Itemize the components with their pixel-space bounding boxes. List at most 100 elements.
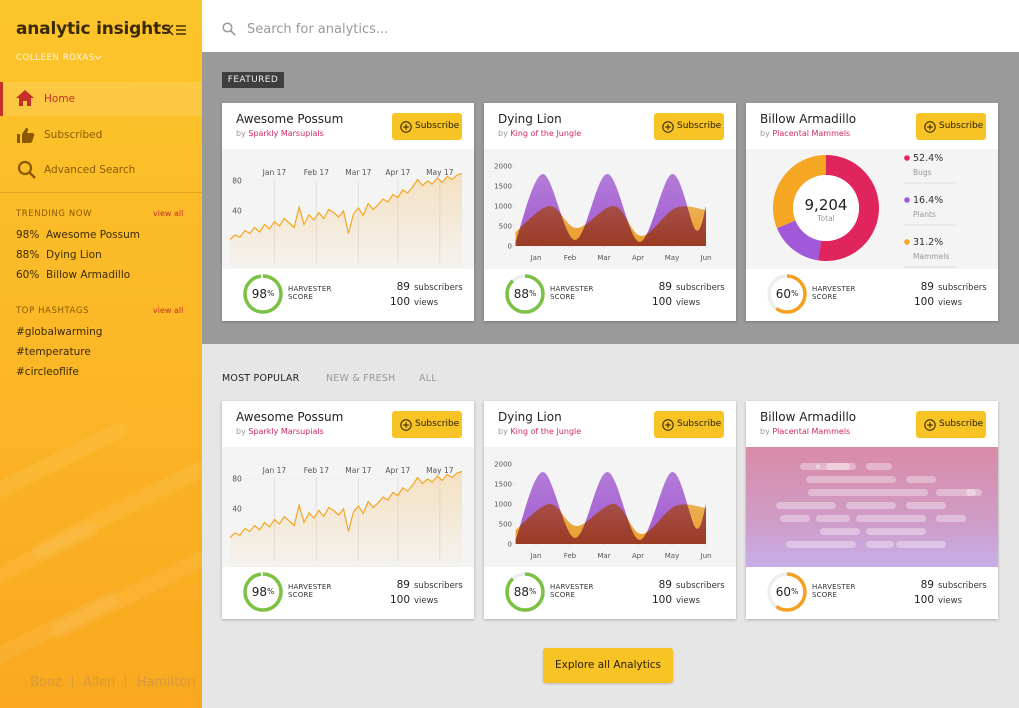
sidebar: analytic insights COLLEEN ROXAS Home Sub… — [0, 0, 202, 708]
nav-search[interactable]: Advanced Search — [0, 153, 202, 187]
featured-badge: FEATURED — [222, 72, 284, 88]
tab[interactable]: NEW & FRESH — [326, 373, 396, 384]
explore-button[interactable]: Explore all Analytics — [543, 648, 673, 683]
score-label: HARVESTER — [288, 583, 332, 591]
subscribe-button[interactable]: Subscribe — [654, 113, 724, 140]
x-tick-label: Feb — [564, 254, 577, 262]
subscribe-button[interactable]: Subscribe — [392, 411, 462, 438]
nav-subscribed[interactable]: Subscribed — [0, 118, 202, 152]
x-tick-label: May — [665, 254, 679, 262]
nav-home[interactable]: Home — [0, 82, 202, 116]
user-name[interactable]: COLLEEN ROXAS — [16, 53, 95, 63]
views-label: views — [676, 596, 701, 606]
search-input[interactable]: Search for analytics... — [247, 22, 389, 37]
chart: Jan 17 Feb 17 Mar 17 Apr 17 May 17 40 80 — [229, 168, 463, 269]
hashtag[interactable]: #temperature — [16, 346, 91, 358]
x-tick-label: Feb 17 — [304, 168, 329, 177]
score-label: HARVESTER — [550, 285, 594, 293]
card: Dying Lion by King of the Jungle Subscribe… — [484, 103, 736, 321]
line-area — [230, 471, 462, 567]
views-count: 100 — [651, 296, 672, 308]
plus-icon — [662, 120, 674, 133]
thumb-icon — [17, 127, 35, 143]
icon-plus — [927, 421, 933, 428]
placeholder-pill — [780, 515, 810, 522]
score-text: 60% — [766, 287, 808, 301]
x-tick-label: Feb — [564, 552, 577, 560]
views-count: 100 — [913, 296, 934, 308]
tab[interactable]: MOST POPULAR — [222, 373, 300, 384]
icon-plus — [403, 123, 409, 130]
view-all[interactable]: view all — [153, 306, 184, 315]
tab[interactable]: ALL — [419, 373, 437, 384]
x-tick-label: Jan 17 — [262, 168, 287, 177]
views-count: 100 — [389, 594, 410, 606]
placeholder-pill — [896, 541, 946, 548]
score-unit: % — [529, 289, 537, 298]
subscribe-button[interactable]: Subscribe — [916, 113, 986, 140]
icon-ring — [400, 120, 412, 133]
views-count: 100 — [651, 594, 672, 606]
y-tick-label: 1000 — [494, 203, 512, 211]
placeholder-pill — [966, 489, 982, 496]
views-count: 100 — [913, 594, 934, 606]
legend-value: 52.4% — [913, 153, 943, 164]
by-word: by — [760, 129, 770, 138]
chart-area: 0 500 1000 1500 2000 Jan Feb Mar Apr May Jun — [484, 149, 736, 269]
score-ring — [243, 274, 283, 314]
score-text: 60% — [766, 585, 808, 599]
subscribers-label: subscribers — [676, 283, 725, 293]
author: Sparkly Marsupials — [248, 427, 324, 436]
subscribers-count: 89 — [396, 281, 410, 293]
placeholder-pill — [866, 463, 892, 470]
by-word: by — [760, 427, 770, 436]
icon-ring — [924, 120, 936, 133]
hashtag[interactable]: #globalwarming — [16, 326, 103, 338]
hashtag[interactable]: #circleoflife — [16, 366, 79, 378]
by-word: by — [498, 427, 508, 436]
top-bar: Search for analytics... — [202, 0, 1019, 52]
trending-name: Awesome Possum — [46, 229, 140, 241]
card: Awesome Possum by Sparkly Marsupials Subsc… — [222, 103, 474, 321]
subscribe-button[interactable]: Subscribe — [654, 411, 724, 438]
icon-plus — [403, 421, 409, 428]
brand: analytic insights — [16, 19, 171, 39]
plus-icon — [662, 418, 674, 431]
placeholder-pill — [808, 489, 928, 496]
card-title: Awesome Possum — [236, 410, 344, 424]
y-tick-label: 500 — [499, 223, 512, 231]
menu-toggle[interactable] — [167, 22, 187, 38]
subscribe-button[interactable]: Subscribe — [916, 411, 986, 438]
icon-plus — [927, 123, 933, 130]
placeholder-pill — [776, 502, 836, 509]
trending-item[interactable]: 60% Billow Armadillo — [16, 269, 130, 281]
view-all[interactable]: view all — [153, 209, 184, 218]
y-tick-label: 80 — [232, 475, 242, 484]
pie-hole — [793, 175, 859, 241]
area — [515, 205, 706, 246]
y-tick-label: 1000 — [494, 501, 512, 509]
card-byline: by Sparkly Marsupials — [236, 427, 324, 436]
trending-item[interactable]: 88% Dying Lion — [16, 249, 102, 261]
score-value: 98 — [251, 287, 268, 301]
button-label: Subscribe — [677, 419, 722, 429]
card-title: Awesome Possum — [236, 112, 344, 126]
views-label: views — [676, 298, 701, 308]
chart-area: 52.4% Bugs 16.4% Plants 31.2% Mammels 9,204 Tot… — [746, 149, 998, 269]
nav-active-bar — [0, 82, 3, 116]
placeholder-pill — [936, 515, 966, 522]
score-value: 98 — [251, 585, 268, 599]
score-label: HARVESTER — [288, 285, 332, 293]
logo-word: Hamilton — [136, 675, 196, 690]
card-byline: by King of the Jungle — [498, 427, 581, 436]
score-ring — [505, 572, 545, 612]
trending-item[interactable]: 98% Awesome Possum — [16, 229, 140, 241]
score-value: 60 — [775, 287, 792, 301]
by-word: by — [498, 129, 508, 138]
score-value: 88 — [513, 287, 530, 301]
subscribers-count: 89 — [396, 579, 410, 591]
subscribe-button[interactable]: Subscribe — [392, 113, 462, 140]
score-label: HARVESTER — [812, 583, 856, 591]
score-label: SCORE — [550, 591, 576, 599]
subscribers-label: subscribers — [676, 581, 725, 591]
